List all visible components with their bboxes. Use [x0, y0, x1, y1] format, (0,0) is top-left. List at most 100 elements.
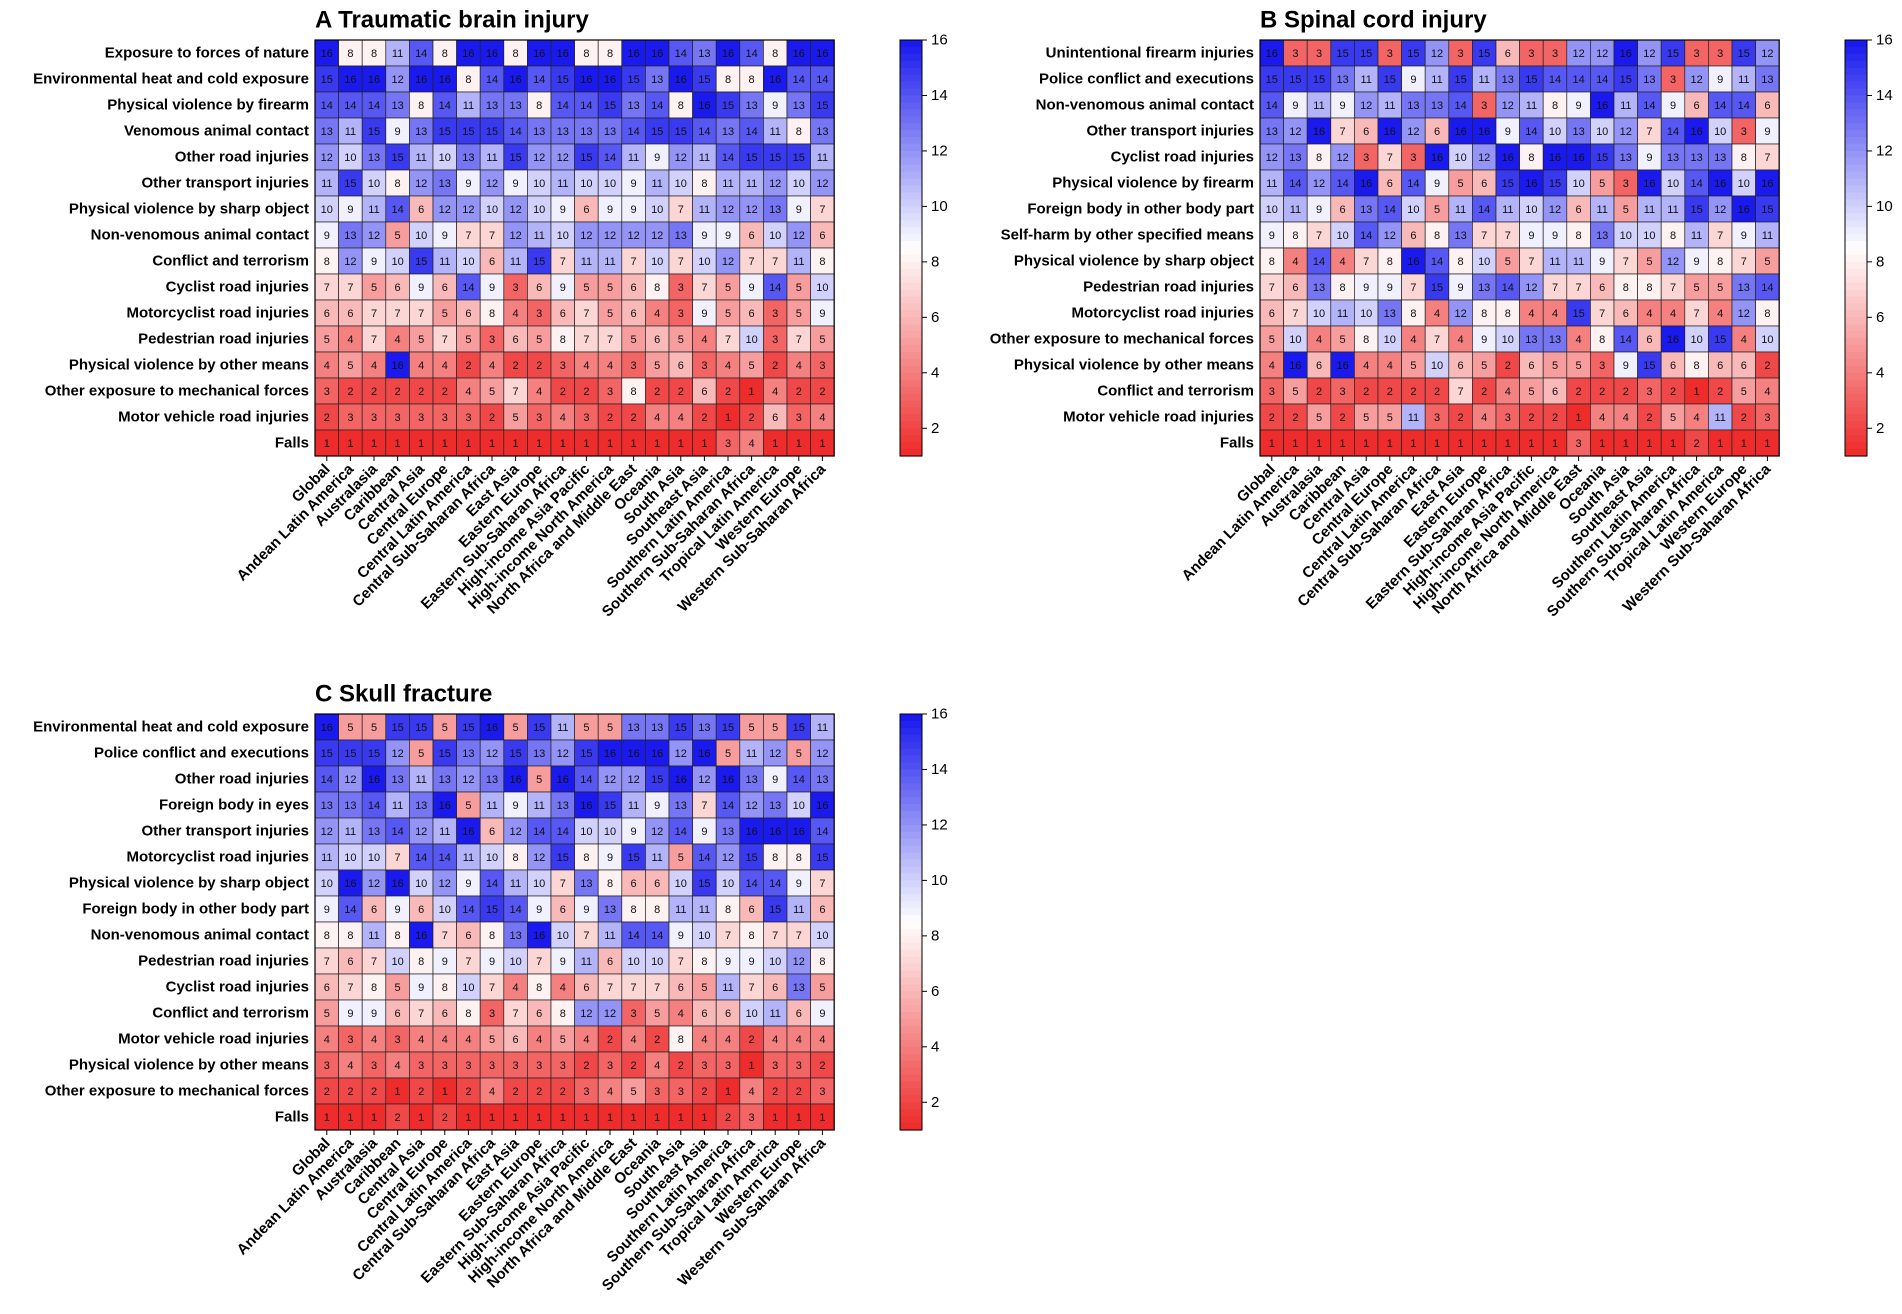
cell-value: 14: [344, 904, 356, 916]
cell-value: 6: [1646, 334, 1652, 346]
cell-value: 9: [1623, 360, 1629, 372]
cell-value: 14: [675, 826, 687, 838]
cell-value: 14: [793, 74, 805, 86]
colorbar-segment: [1845, 407, 1867, 415]
cell-value: 6: [465, 308, 471, 320]
cell-value: 6: [1528, 360, 1534, 372]
cell-value: 11: [1573, 256, 1584, 268]
cell-value: 9: [371, 1008, 377, 1020]
cell-value: 1: [1363, 438, 1369, 450]
cell-value: 1: [607, 438, 613, 450]
cell-value: 15: [1714, 334, 1726, 346]
cell-value: 15: [321, 74, 333, 86]
cell-value: 7: [418, 308, 424, 320]
colorbar-segment: [1845, 352, 1867, 360]
cell-value: 14: [462, 904, 474, 916]
cell-value: 12: [1549, 204, 1561, 216]
cell-value: 6: [513, 1034, 519, 1046]
cell-value: 14: [580, 774, 592, 786]
cell-value: 12: [1690, 74, 1702, 86]
cell-value: 9: [678, 930, 684, 942]
cell-value: 6: [654, 334, 660, 346]
cell-value: 9: [1741, 230, 1747, 242]
cell-value: 12: [1478, 152, 1490, 164]
cell-value: 1: [1694, 386, 1700, 398]
cell-value: 14: [745, 48, 757, 60]
cell-value: 9: [796, 204, 802, 216]
cell-value: 16: [627, 748, 639, 760]
cell-value: 11: [510, 878, 521, 890]
colorbar-segment: [900, 254, 922, 263]
colorbar-segment: [900, 935, 922, 944]
colorbar-segment: [900, 873, 922, 881]
cell-value: 11: [486, 152, 497, 164]
cell-value: 4: [1717, 308, 1723, 320]
cell-value: 4: [395, 1060, 401, 1072]
cell-value: 12: [627, 774, 639, 786]
cell-value: 11: [368, 204, 379, 216]
colorbar-segment: [900, 1005, 922, 1013]
cell-value: 3: [701, 1060, 707, 1072]
cell-value: 2: [560, 1086, 566, 1098]
colorbar-segment: [900, 831, 922, 840]
cell-value: 8: [1764, 308, 1770, 320]
cell-value: 6: [1269, 308, 1275, 320]
cell-value: 15: [415, 722, 427, 734]
cell-value: 3: [1505, 412, 1511, 424]
cell-value: 6: [583, 982, 589, 994]
cell-value: 4: [607, 1086, 613, 1098]
cell-value: 6: [1576, 204, 1582, 216]
cell-value: 8: [1717, 256, 1723, 268]
cell-value: 8: [418, 100, 424, 112]
colorbar-segment: [1845, 338, 1867, 346]
cell-value: 11: [1313, 100, 1324, 112]
cell-value: 14: [1667, 126, 1679, 138]
cell-value: 6: [536, 282, 542, 294]
cell-value: 11: [1337, 308, 1348, 320]
cell-value: 5: [1717, 282, 1723, 294]
cell-value: 1: [1646, 438, 1652, 450]
cell-value: 8: [631, 386, 637, 398]
cell-value: 10: [533, 178, 545, 190]
cell-value: 8: [536, 100, 542, 112]
cell-value: 2: [465, 1086, 471, 1098]
cell-value: 13: [439, 774, 451, 786]
cell-value: 8: [536, 982, 542, 994]
cell-value: 12: [509, 204, 521, 216]
cell-value: 10: [1620, 230, 1632, 242]
cell-value: 1: [654, 438, 660, 450]
cell-value: 4: [796, 1034, 802, 1046]
cell-value: 7: [796, 930, 802, 942]
cell-value: 14: [439, 852, 451, 864]
colorbar-tick-label: 16: [931, 706, 948, 723]
colorbar-segment: [900, 811, 922, 819]
colorbar-tick-label: 2: [931, 420, 939, 437]
colorbar-segment: [900, 901, 922, 909]
cell-value: 3: [1623, 178, 1629, 190]
cell-value: 4: [583, 360, 589, 372]
colorbar-segment: [900, 275, 922, 284]
cell-value: 1: [1717, 438, 1723, 450]
cell-value: 8: [418, 956, 424, 968]
colorbar-segment: [900, 963, 922, 972]
colorbar-segment: [1845, 268, 1867, 277]
cell-value: 12: [509, 826, 521, 838]
cell-value: 1: [631, 1112, 637, 1124]
cell-value: 3: [1741, 126, 1747, 138]
colorbar-segment: [1845, 171, 1867, 180]
colorbar-segment: [900, 358, 922, 367]
colorbar-segment: [900, 449, 922, 457]
cell-value: 14: [604, 152, 616, 164]
cell-value: 16: [651, 748, 663, 760]
cell-value: 3: [725, 1060, 731, 1072]
cell-value: 4: [725, 360, 731, 372]
cell-value: 10: [1572, 178, 1584, 190]
cell-value: 14: [1690, 178, 1702, 190]
colorbar-segment: [900, 310, 922, 318]
cell-value: 15: [1336, 48, 1348, 60]
cell-value: 12: [745, 800, 757, 812]
cell-value: 13: [722, 126, 734, 138]
colorbar-segment: [1845, 317, 1867, 325]
cell-value: 14: [1525, 126, 1537, 138]
cell-value: 16: [769, 826, 781, 838]
